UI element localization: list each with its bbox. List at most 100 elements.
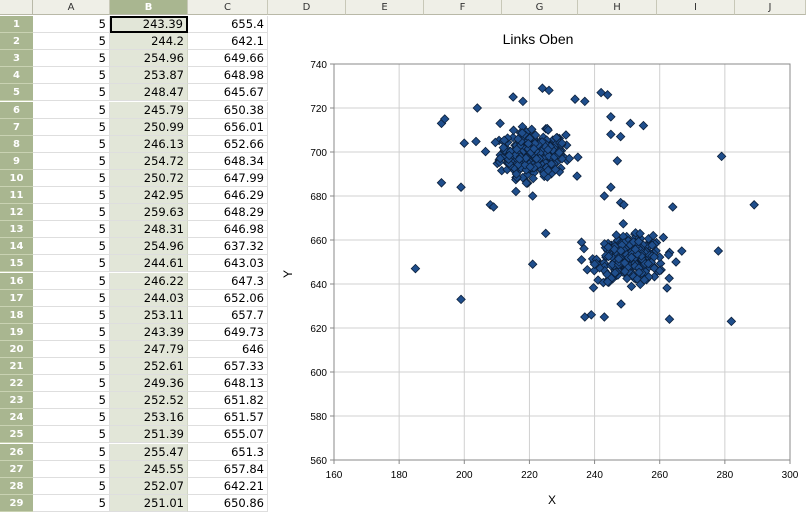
cell-a[interactable]: 5: [33, 324, 110, 341]
cell-b[interactable]: 254.96: [110, 238, 188, 255]
cell-a[interactable]: 5: [33, 426, 110, 443]
cell-b[interactable]: 250.99: [110, 119, 188, 136]
row-header[interactable]: 10: [0, 170, 33, 187]
cell-c[interactable]: 648.13: [188, 375, 268, 392]
row-header[interactable]: 18: [0, 307, 33, 324]
cell-c[interactable]: 651.57: [188, 409, 268, 426]
cell-b[interactable]: 254.72: [110, 153, 188, 170]
row-header[interactable]: 25: [0, 426, 33, 443]
column-header-d[interactable]: D: [268, 0, 346, 15]
cell-c[interactable]: 649.66: [188, 50, 268, 67]
cell-c[interactable]: 648.98: [188, 67, 268, 84]
cell-b[interactable]: 245.55: [110, 461, 188, 478]
row-header[interactable]: 9: [0, 153, 33, 170]
cell-c[interactable]: 655.07: [188, 426, 268, 443]
cell-c[interactable]: 651.3: [188, 444, 268, 461]
cell-c[interactable]: 648.34: [188, 153, 268, 170]
row-header[interactable]: 23: [0, 392, 33, 409]
cell-b[interactable]: 246.22: [110, 273, 188, 290]
column-header-b[interactable]: B: [110, 0, 188, 15]
cell-c[interactable]: 656.01: [188, 119, 268, 136]
cell-a[interactable]: 5: [33, 67, 110, 84]
cell-a[interactable]: 5: [33, 358, 110, 375]
cell-b[interactable]: 253.16: [110, 409, 188, 426]
cell-b[interactable]: 254.96: [110, 50, 188, 67]
cell-c[interactable]: 657.84: [188, 461, 268, 478]
row-header[interactable]: 21: [0, 358, 33, 375]
cell-a[interactable]: 5: [33, 409, 110, 426]
cell-a[interactable]: 5: [33, 238, 110, 255]
row-header[interactable]: 5: [0, 84, 33, 101]
cell-c[interactable]: 657.33: [188, 358, 268, 375]
cell-b[interactable]: 255.47: [110, 444, 188, 461]
row-header[interactable]: 12: [0, 204, 33, 221]
cell-a[interactable]: 5: [33, 273, 110, 290]
row-header[interactable]: 26: [0, 444, 33, 461]
cell-a[interactable]: 5: [33, 495, 110, 512]
cell-a[interactable]: 5: [33, 221, 110, 238]
cell-c[interactable]: 647.99: [188, 170, 268, 187]
row-header[interactable]: 14: [0, 238, 33, 255]
cell-a[interactable]: 5: [33, 341, 110, 358]
cell-b[interactable]: 259.63: [110, 204, 188, 221]
cell-b[interactable]: 244.61: [110, 255, 188, 272]
row-header[interactable]: 3: [0, 50, 33, 67]
cell-a[interactable]: 5: [33, 16, 110, 33]
cell-a[interactable]: 5: [33, 307, 110, 324]
cell-a[interactable]: 5: [33, 102, 110, 119]
cell-c[interactable]: 648.29: [188, 204, 268, 221]
row-header[interactable]: 4: [0, 67, 33, 84]
cell-a[interactable]: 5: [33, 478, 110, 495]
row-header[interactable]: 1: [0, 16, 33, 33]
cell-a[interactable]: 5: [33, 119, 110, 136]
column-header-j[interactable]: J: [735, 0, 806, 15]
cell-c[interactable]: 642.21: [188, 478, 268, 495]
row-header[interactable]: 22: [0, 375, 33, 392]
column-header-c[interactable]: C: [188, 0, 268, 15]
cell-b[interactable]: 251.39: [110, 426, 188, 443]
column-header-f[interactable]: F: [424, 0, 502, 15]
cell-a[interactable]: 5: [33, 153, 110, 170]
row-header[interactable]: 27: [0, 461, 33, 478]
cell-c[interactable]: 646: [188, 341, 268, 358]
cell-b[interactable]: 250.72: [110, 170, 188, 187]
cell-c[interactable]: 637.32: [188, 238, 268, 255]
row-header[interactable]: 29: [0, 495, 33, 512]
cell-c[interactable]: 652.06: [188, 290, 268, 307]
row-header[interactable]: 15: [0, 255, 33, 272]
column-header-e[interactable]: E: [346, 0, 424, 15]
cell-b[interactable]: 252.61: [110, 358, 188, 375]
scatter-chart[interactable]: 560 580 600 620 640 660 680 700 720 740 160 180 200 2…: [274, 16, 806, 512]
cell-b[interactable]: 252.52: [110, 392, 188, 409]
cell-b[interactable]: 249.36: [110, 375, 188, 392]
column-header-h[interactable]: H: [578, 0, 657, 15]
cell-a[interactable]: 5: [33, 290, 110, 307]
row-header[interactable]: 2: [0, 33, 33, 50]
cell-a[interactable]: 5: [33, 375, 110, 392]
column-header-i[interactable]: I: [657, 0, 735, 15]
cell-a[interactable]: 5: [33, 170, 110, 187]
cell-b[interactable]: 244.2: [110, 33, 188, 50]
cell-c[interactable]: 650.38: [188, 102, 268, 119]
cell-b[interactable]: 252.07: [110, 478, 188, 495]
cell-b[interactable]: 248.47: [110, 84, 188, 101]
row-header[interactable]: 19: [0, 324, 33, 341]
cell-c[interactable]: 655.4: [188, 16, 268, 33]
cell-c[interactable]: 652.66: [188, 136, 268, 153]
cell-c[interactable]: 645.67: [188, 84, 268, 101]
cell-b[interactable]: 245.79: [110, 102, 188, 119]
cell-a[interactable]: 5: [33, 84, 110, 101]
cell-b[interactable]: 248.31: [110, 221, 188, 238]
cell-b[interactable]: 247.79: [110, 341, 188, 358]
cell-b[interactable]: 244.03: [110, 290, 188, 307]
column-header-a[interactable]: A: [33, 0, 110, 15]
row-header[interactable]: 17: [0, 290, 33, 307]
cell-b[interactable]: 246.13: [110, 136, 188, 153]
cell-b[interactable]: 253.87: [110, 67, 188, 84]
cell-a[interactable]: 5: [33, 136, 110, 153]
row-header[interactable]: 11: [0, 187, 33, 204]
cell-a[interactable]: 5: [33, 255, 110, 272]
row-header[interactable]: 24: [0, 409, 33, 426]
row-header[interactable]: 7: [0, 119, 33, 136]
cell-c[interactable]: 642.1: [188, 33, 268, 50]
